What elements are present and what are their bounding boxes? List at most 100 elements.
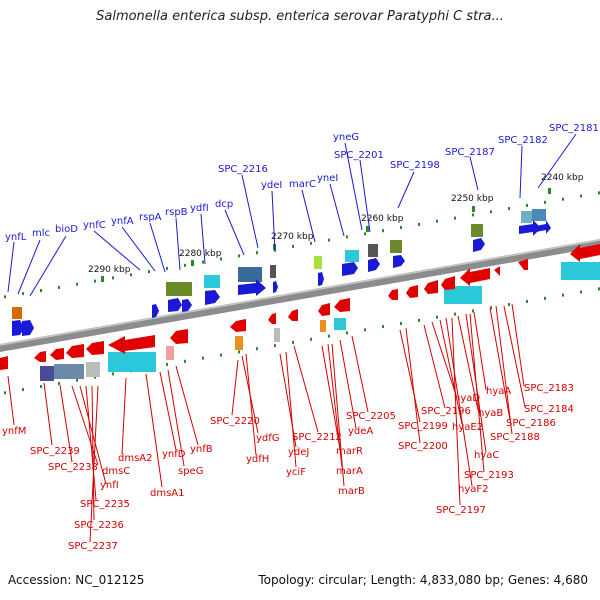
gene-label-SPC_2193[interactable]: SPC_2193 [464, 470, 514, 481]
gene-label-ynfA[interactable]: ynfA [111, 216, 134, 227]
gene-label-SPC_2184[interactable]: SPC_2184 [524, 404, 574, 415]
genome-backbone-highlight [0, 239, 600, 346]
plus-strand-labels [7, 133, 577, 297]
gene-label-dcp[interactable]: dcp [215, 199, 233, 210]
tick-dash [346, 331, 348, 335]
tick-dash [310, 337, 312, 341]
upper-tick-row [4, 191, 600, 299]
gene-label-SPC_2196[interactable]: SPC_2196 [421, 406, 471, 417]
plus-strand-label-text: ynfL mlc bioD ynfC ynfA rspA rspB ydfI d… [5, 123, 599, 243]
tick-dash [166, 362, 168, 366]
tick-dash [544, 296, 546, 300]
kbp-label-2240: 2240 kbp [541, 173, 584, 183]
gene-label-SPC_2212[interactable]: SPC_2212 [292, 432, 342, 443]
gene-label-ydeI[interactable]: ydeI [261, 180, 282, 191]
gene-label-ynfL[interactable]: ynfL [5, 232, 27, 243]
gene-label-SPC_2200[interactable]: SPC_2200 [398, 441, 448, 452]
gene-label-hyaB[interactable]: hyaB [478, 408, 503, 419]
gene-label-SPC_2199[interactable]: SPC_2199 [398, 421, 448, 432]
gene-label-marR[interactable]: marR [336, 446, 363, 457]
gene-label-dmsC[interactable]: dmsC [102, 466, 130, 477]
tick-dash [4, 295, 6, 299]
gene-label-ynfC[interactable]: ynfC [83, 220, 106, 231]
tick-dash [58, 285, 60, 289]
gene-label-ydfG[interactable]: ydfG [256, 433, 280, 444]
gene-label-SPC_2201[interactable]: SPC_2201 [334, 150, 384, 161]
tick-dash [184, 263, 186, 267]
tick-dash [508, 303, 510, 307]
gene-label-hyaC[interactable]: hyaC [474, 450, 499, 461]
accession-label: Accession: NC_012125 [8, 573, 145, 587]
gene-label-SPC_2236[interactable]: SPC_2236 [74, 520, 124, 531]
tick-dash [328, 334, 330, 338]
tick-dash [454, 216, 456, 220]
tick-dash [184, 359, 186, 363]
tick-dash [490, 210, 492, 214]
gene-label-ynfD[interactable]: ynfD [162, 449, 186, 460]
gene-label-SPC_2186[interactable]: SPC_2186 [506, 418, 556, 429]
lower-tick-row [4, 287, 600, 395]
gene-label-SPC_2235[interactable]: SPC_2235 [80, 499, 130, 510]
tick-dash [76, 378, 78, 382]
tick-dash [346, 235, 348, 239]
gene-label-SPC_2237[interactable]: SPC_2237 [68, 541, 118, 552]
tick-dash [562, 197, 564, 201]
map-title: Salmonella enterica subsp. enterica sero… [96, 9, 504, 24]
kbp-label-2280: 2280 kbp [179, 249, 222, 259]
tick-dash [256, 251, 258, 255]
tick-dash [436, 315, 438, 319]
gene-label-SPC_2188[interactable]: SPC_2188 [490, 432, 540, 443]
gene-label-hyaD[interactable]: hyaD [454, 393, 480, 404]
tick-dash [508, 207, 510, 211]
gene-label-SPC_2220[interactable]: SPC_2220 [210, 416, 260, 427]
gene-label-hyaF2[interactable]: hyaF2 [458, 484, 489, 495]
gene-label-SPC_2216[interactable]: SPC_2216 [218, 164, 268, 175]
gene-label-SPC_2187[interactable]: SPC_2187 [445, 147, 495, 158]
gene-label-dmsA2[interactable]: dmsA2 [118, 453, 153, 464]
tick-dash [472, 213, 474, 217]
gene-label-yneG[interactable]: yneG [333, 132, 359, 143]
tick-dash [94, 375, 96, 379]
gene-label-ynfM[interactable]: ynfM [2, 426, 26, 437]
tick-dash [4, 391, 6, 395]
gene-label-ydeA[interactable]: ydeA [348, 426, 373, 437]
gene-label-SPC_2181[interactable]: SPC_2181 [549, 123, 599, 134]
tick-dash [400, 322, 402, 325]
gene-label-marB[interactable]: marB [338, 486, 365, 497]
kbp-label-2260: 2260 kbp [361, 214, 404, 224]
gene-label-rspB[interactable]: rspB [165, 207, 188, 218]
topology-summary: Topology: circular; Length: 4,833,080 bp… [258, 573, 588, 587]
gene-label-yneI[interactable]: yneI [317, 173, 338, 184]
tick-dash [544, 200, 546, 204]
tick-dash [166, 266, 168, 270]
gene-label-ynfI[interactable]: ynfI [100, 480, 119, 491]
gene-label-bioD[interactable]: bioD [55, 224, 78, 235]
gene-label-SPC_2198[interactable]: SPC_2198 [390, 160, 440, 171]
gene-label-SPC_2239[interactable]: SPC_2239 [30, 446, 80, 457]
gene-label-ydeJ[interactable]: ydeJ [288, 447, 309, 458]
gene-label-yciF[interactable]: yciF [286, 467, 306, 478]
tick-dash [292, 340, 294, 344]
gene-label-ynfB[interactable]: ynfB [190, 444, 213, 455]
tick-dash [454, 312, 456, 316]
tick-dash [112, 276, 114, 280]
gene-label-SPC_2238[interactable]: SPC_2238 [48, 462, 98, 473]
tick-dash [202, 260, 204, 264]
gene-label-speG[interactable]: speG [178, 466, 203, 477]
gene-label-marA[interactable]: marA [336, 466, 363, 477]
gene-label-hyaA[interactable]: hyaA [486, 386, 511, 397]
gene-label-SPC_2205[interactable]: SPC_2205 [346, 411, 396, 422]
gene-label-SPC_2183[interactable]: SPC_2183 [524, 383, 574, 394]
gene-label-SPC_2197[interactable]: SPC_2197 [436, 505, 486, 516]
tick-dash [202, 356, 204, 360]
gene-label-mlc[interactable]: mlc [32, 228, 50, 239]
gene-label-rspA[interactable]: rspA [139, 212, 162, 223]
gene-label-hyaE2[interactable]: hyaE2 [452, 422, 483, 433]
tick-dash [418, 318, 420, 322]
gene-label-ydfH[interactable]: ydfH [246, 454, 269, 465]
gene-label-marC[interactable]: marC [289, 179, 316, 190]
gene-label-dmsA1[interactable]: dmsA1 [150, 488, 185, 499]
tick-dash [436, 219, 438, 223]
gene-label-SPC_2182[interactable]: SPC_2182 [498, 135, 548, 146]
gene-label-ydfI[interactable]: ydfI [190, 203, 209, 214]
